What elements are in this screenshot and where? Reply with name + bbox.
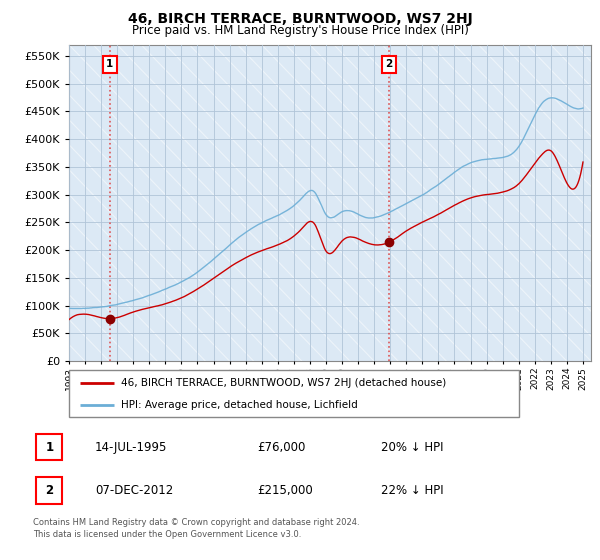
FancyBboxPatch shape [37, 434, 62, 460]
Text: 20% ↓ HPI: 20% ↓ HPI [381, 441, 443, 454]
Text: Price paid vs. HM Land Registry's House Price Index (HPI): Price paid vs. HM Land Registry's House … [131, 24, 469, 37]
Text: £76,000: £76,000 [257, 441, 305, 454]
Text: 2: 2 [46, 484, 53, 497]
Text: 1: 1 [46, 441, 53, 454]
Text: £215,000: £215,000 [257, 484, 313, 497]
Text: 2: 2 [385, 59, 393, 69]
Text: 1: 1 [106, 59, 113, 69]
Text: Contains HM Land Registry data © Crown copyright and database right 2024.
This d: Contains HM Land Registry data © Crown c… [33, 518, 359, 539]
Text: 46, BIRCH TERRACE, BURNTWOOD, WS7 2HJ (detached house): 46, BIRCH TERRACE, BURNTWOOD, WS7 2HJ (d… [121, 378, 446, 388]
Text: 14-JUL-1995: 14-JUL-1995 [95, 441, 167, 454]
Text: 07-DEC-2012: 07-DEC-2012 [95, 484, 173, 497]
Text: 22% ↓ HPI: 22% ↓ HPI [381, 484, 443, 497]
FancyBboxPatch shape [37, 478, 62, 503]
Text: HPI: Average price, detached house, Lichfield: HPI: Average price, detached house, Lich… [121, 400, 358, 410]
Text: 46, BIRCH TERRACE, BURNTWOOD, WS7 2HJ: 46, BIRCH TERRACE, BURNTWOOD, WS7 2HJ [128, 12, 472, 26]
FancyBboxPatch shape [69, 370, 519, 417]
